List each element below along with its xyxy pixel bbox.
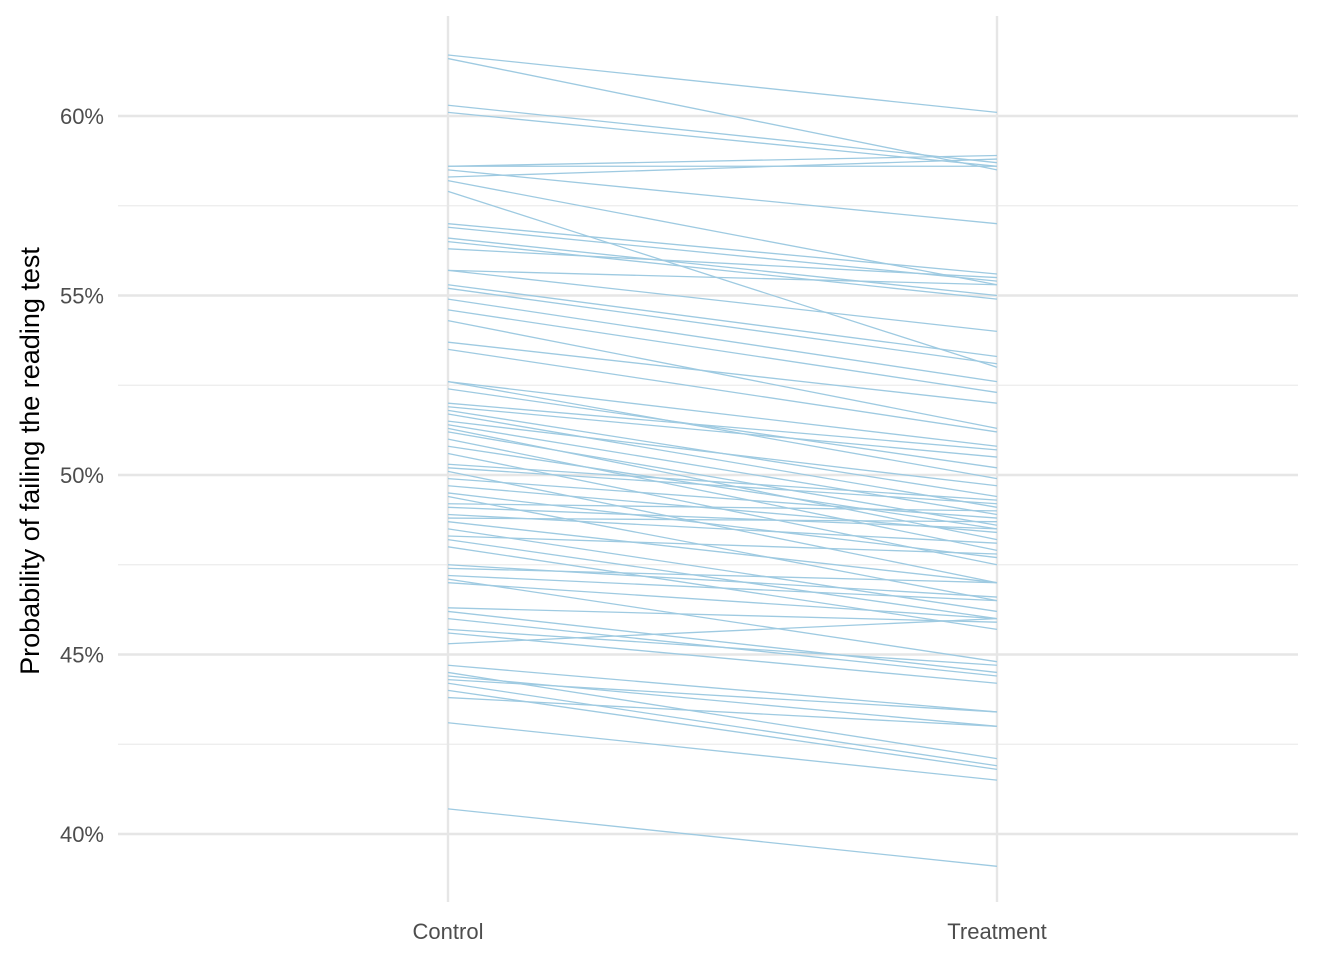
series-line [447,111,998,167]
series-line [447,154,998,167]
series-line [447,696,998,727]
series-line [447,617,998,645]
series-line [447,607,998,623]
series-line [447,517,998,523]
series-line [447,477,998,519]
series-line [447,269,998,286]
series-line [447,248,998,279]
series-line [447,284,998,358]
series-line [447,535,998,555]
series-line [447,574,998,602]
series-line [447,470,998,584]
series-line [447,438,998,552]
series-line [447,445,998,530]
series-line [447,223,998,275]
series-line [447,431,998,526]
series-line [447,632,998,684]
series-line [447,808,998,867]
series-line [447,628,998,666]
series-line [447,158,998,178]
series-line [447,492,998,559]
x-tick-label: Control [413,919,484,944]
series-line [447,664,998,713]
series-line [447,506,998,530]
series-line [447,237,998,297]
series-line [447,678,998,713]
series-line [447,463,998,501]
series-line [447,420,998,487]
series-line [447,241,998,300]
y-tick-labels: 40% 45% 50% 55% 60% [60,104,104,847]
series-line [447,348,998,433]
series-line [447,413,998,508]
series-line [447,610,998,674]
series-line [447,169,998,225]
series-line [447,381,998,447]
series-line [447,675,998,727]
y-tick-label: 40% [60,822,104,847]
series-line [447,54,998,114]
series-line [447,402,998,451]
series-line [447,722,998,781]
series-line [447,190,998,368]
series-line [447,57,998,171]
series-line [447,467,998,505]
series-line [447,689,998,771]
y-tick-label: 50% [60,463,104,488]
series-line [447,341,998,404]
series-line [447,319,998,429]
series-line [447,287,998,365]
y-tick-label: 55% [60,284,104,309]
y-axis-title: Probability of failing the reading test [15,247,45,675]
series-line [447,424,998,516]
series-line [447,567,998,584]
y-tick-label: 60% [60,104,104,129]
x-tick-label: Treatment [947,919,1046,944]
series-line [447,298,998,383]
series-line [447,528,998,613]
series-line [447,521,998,584]
series-line [447,179,998,286]
series-line [447,503,998,512]
y-tick-label: 45% [60,643,104,668]
series-line [447,269,998,333]
series-line [447,309,998,394]
series-line [447,381,998,480]
series-line [447,582,998,620]
x-tick-labels: Control Treatment [413,919,1047,944]
series-line [447,495,998,602]
series-line [447,682,998,767]
series-lines [447,54,998,867]
series-line [447,538,998,620]
series-line [447,578,998,663]
grid-layer [118,16,1298,902]
series-line [447,671,998,760]
series-line [447,406,998,458]
series-line [447,388,998,469]
series-line [447,104,998,164]
